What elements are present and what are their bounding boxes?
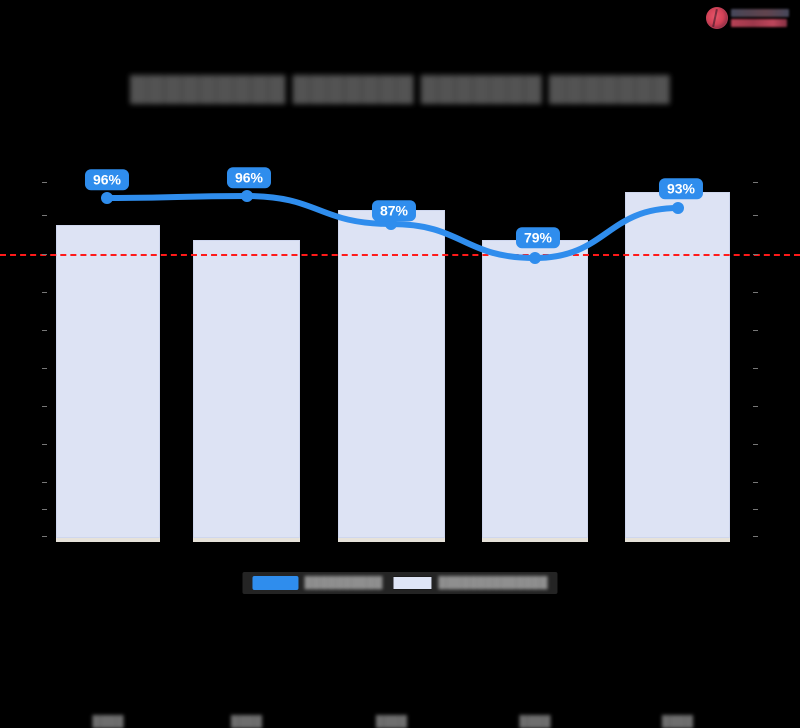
x-axis-tick-label: ████ <box>375 716 408 728</box>
y-axis-right-tick-mark <box>753 509 758 510</box>
data-label: 87% <box>371 200 417 222</box>
y-axis-right-tick-mark <box>753 254 758 255</box>
line-marker[interactable] <box>101 192 113 204</box>
y-axis-right-tick-mark <box>753 482 758 483</box>
x-axis-tick-label: ████ <box>230 716 263 728</box>
brand-logo <box>706 4 792 32</box>
y-axis-right-tick-mark <box>753 330 758 331</box>
bar-base <box>482 538 588 542</box>
bar[interactable] <box>338 210 445 538</box>
data-label: 96% <box>226 167 272 189</box>
chart-title: █████████ ███████ ███████ ███████ <box>129 76 671 103</box>
x-axis-tick-label: ████ <box>519 716 551 728</box>
plot-area: 96%96%87%79%93% ████████████████████████… <box>0 167 800 728</box>
data-label: 96% <box>84 169 130 191</box>
chart-canvas: █████████ ███████ ███████ ███████ 96% 96%… <box>0 0 800 600</box>
legend-line-swatch-icon <box>252 576 299 590</box>
y-axis-left-tick-mark <box>42 330 47 331</box>
line-marker[interactable] <box>241 190 253 202</box>
y-axis-left-tick-mark <box>42 215 47 216</box>
bar[interactable] <box>56 225 160 538</box>
y-axis-right-tick-mark <box>753 444 758 445</box>
legend-label-bar: ██████████████ <box>438 577 548 589</box>
y-axis-right-tick-mark <box>753 536 758 537</box>
data-label: 79% <box>515 227 561 249</box>
y-axis-left-tick-mark <box>42 368 47 369</box>
chart-legend[interactable]: ██████████ ██████████████ <box>242 572 558 594</box>
y-axis-right-tick-mark <box>753 368 758 369</box>
y-axis-left-tick-mark <box>42 182 47 183</box>
line-series <box>101 190 684 264</box>
legend-item-bar[interactable]: ██████████████ <box>392 576 548 590</box>
data-label: 93% <box>658 178 704 200</box>
bar[interactable] <box>193 240 300 538</box>
legend-bar-swatch-icon <box>392 576 433 590</box>
y-axis-left-tick-mark <box>42 482 47 483</box>
y-axis-left-tick-mark <box>42 444 47 445</box>
bar-base <box>625 538 730 542</box>
bar[interactable] <box>482 240 588 538</box>
x-axis-tick-label: ████ <box>92 716 124 728</box>
bar-series <box>47 170 753 542</box>
logo-mark-icon <box>706 7 728 29</box>
y-axis-left-tick-mark <box>42 292 47 293</box>
x-axis-tick-label: ████ <box>661 716 694 728</box>
y-axis-left-tick-mark <box>42 509 47 510</box>
y-axis-right-tick-mark <box>753 292 758 293</box>
y-axis-right-tick-mark <box>753 406 758 407</box>
y-axis-left-tick-mark <box>42 254 47 255</box>
bar-base <box>193 538 300 542</box>
logo-text-line-2 <box>731 19 787 27</box>
legend-item-line[interactable]: ██████████ <box>252 576 382 590</box>
logo-wordmark <box>731 9 789 27</box>
y-axis-left-tick-mark <box>42 406 47 407</box>
y-axis-right-tick-mark <box>753 182 758 183</box>
y-axis-left-tick-mark <box>42 536 47 537</box>
bar-base <box>56 538 160 542</box>
y-axis-right-tick-mark <box>753 215 758 216</box>
line-marker[interactable] <box>529 252 541 264</box>
bar[interactable] <box>625 192 730 538</box>
legend-label-line: ██████████ <box>304 577 383 589</box>
line-marker[interactable] <box>672 202 684 214</box>
logo-text-line-1 <box>731 9 789 17</box>
bar-base <box>338 538 445 542</box>
threshold-line <box>0 254 800 256</box>
